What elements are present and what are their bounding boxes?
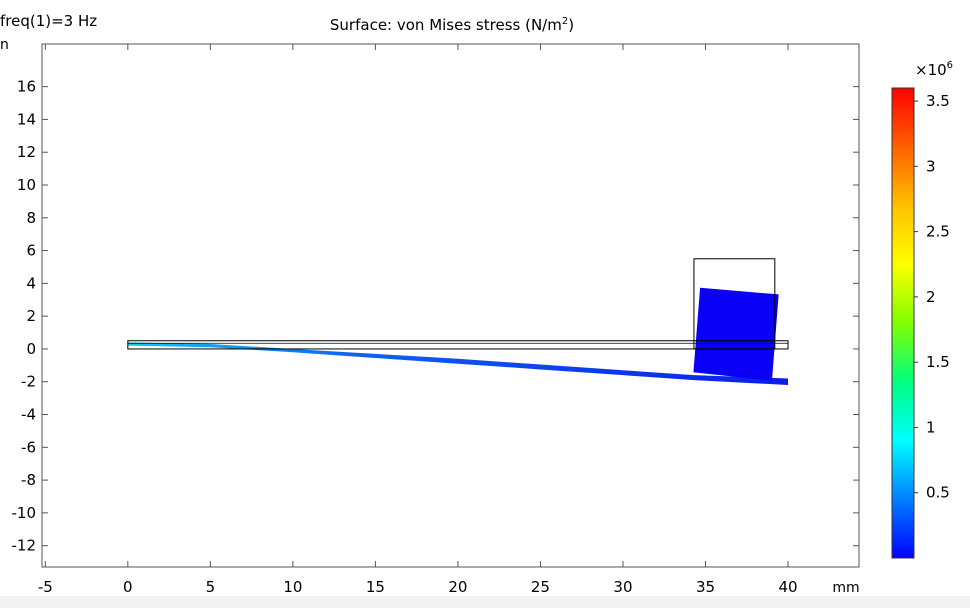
deformed-beam [127, 342, 789, 386]
undeformed-beam-outline [127, 340, 789, 350]
y-tick-label: -8 [21, 471, 36, 489]
undeformed-mass-outline [693, 258, 776, 350]
x-tick-label: -5 [38, 578, 53, 596]
x-tick-label: 10 [283, 578, 302, 596]
y-tick-label: -12 [12, 537, 37, 555]
x-tick-label: 25 [531, 578, 550, 596]
colorbar-tick-label: 0.5 [926, 484, 950, 502]
y-tick-label: 12 [17, 143, 36, 161]
y-tick-label: 6 [26, 242, 36, 260]
plot-title: Surface: von Mises stress (N/m2) [330, 16, 574, 34]
geometry-layer [127, 258, 789, 386]
y-tick-label: -2 [21, 373, 36, 391]
x-tick-label: 35 [696, 578, 715, 596]
y-axis-ticks: -12 -10 -8 -6 -4 -2 0 2 4 6 8 10 12 14 16 [12, 78, 859, 555]
x-tick-label: 20 [448, 578, 467, 596]
y-tick-label: -4 [21, 406, 36, 424]
y-tick-label: 16 [17, 78, 36, 96]
colorbar-exponent: ×106 [915, 60, 953, 79]
colorbar-tick-label: 3 [926, 157, 936, 175]
y-tick-label: 0 [26, 340, 36, 358]
colorbar-tick-label: 2.5 [926, 223, 950, 241]
color-legend: 0.5 1 1.5 2 2.5 3 3.5 ×106 [891, 60, 953, 559]
colorbar-tick-label: 1.5 [926, 353, 950, 371]
freq-label: freq(1)=3 Hz [0, 12, 97, 30]
y-tick-label: -6 [21, 438, 36, 456]
x-tick-label: 15 [366, 578, 385, 596]
colorbar-tick-label: 1 [926, 418, 936, 436]
x-axis-unit: mm [832, 580, 859, 596]
x-tick-label: 30 [613, 578, 632, 596]
y-tick-label: 10 [17, 176, 36, 194]
deformed-mass [693, 287, 779, 381]
colorbar-gradient [891, 87, 915, 559]
x-tick-label: 0 [123, 578, 133, 596]
y-tick-label: 14 [17, 110, 36, 128]
status-strip [0, 596, 970, 608]
colorbar-tick-label: 2 [926, 288, 936, 306]
y-unit-fragment: n [0, 37, 9, 53]
y-tick-label: 8 [26, 209, 36, 227]
y-tick-label: 4 [26, 274, 36, 292]
y-tick-label: 2 [26, 307, 36, 325]
x-axis-ticks: -5 0 5 10 15 20 25 30 35 40 [38, 44, 798, 596]
colorbar-tick-label: 3.5 [926, 92, 950, 110]
y-tick-label: -10 [12, 504, 37, 522]
x-tick-label: 40 [778, 578, 797, 596]
x-tick-label: 5 [206, 578, 216, 596]
